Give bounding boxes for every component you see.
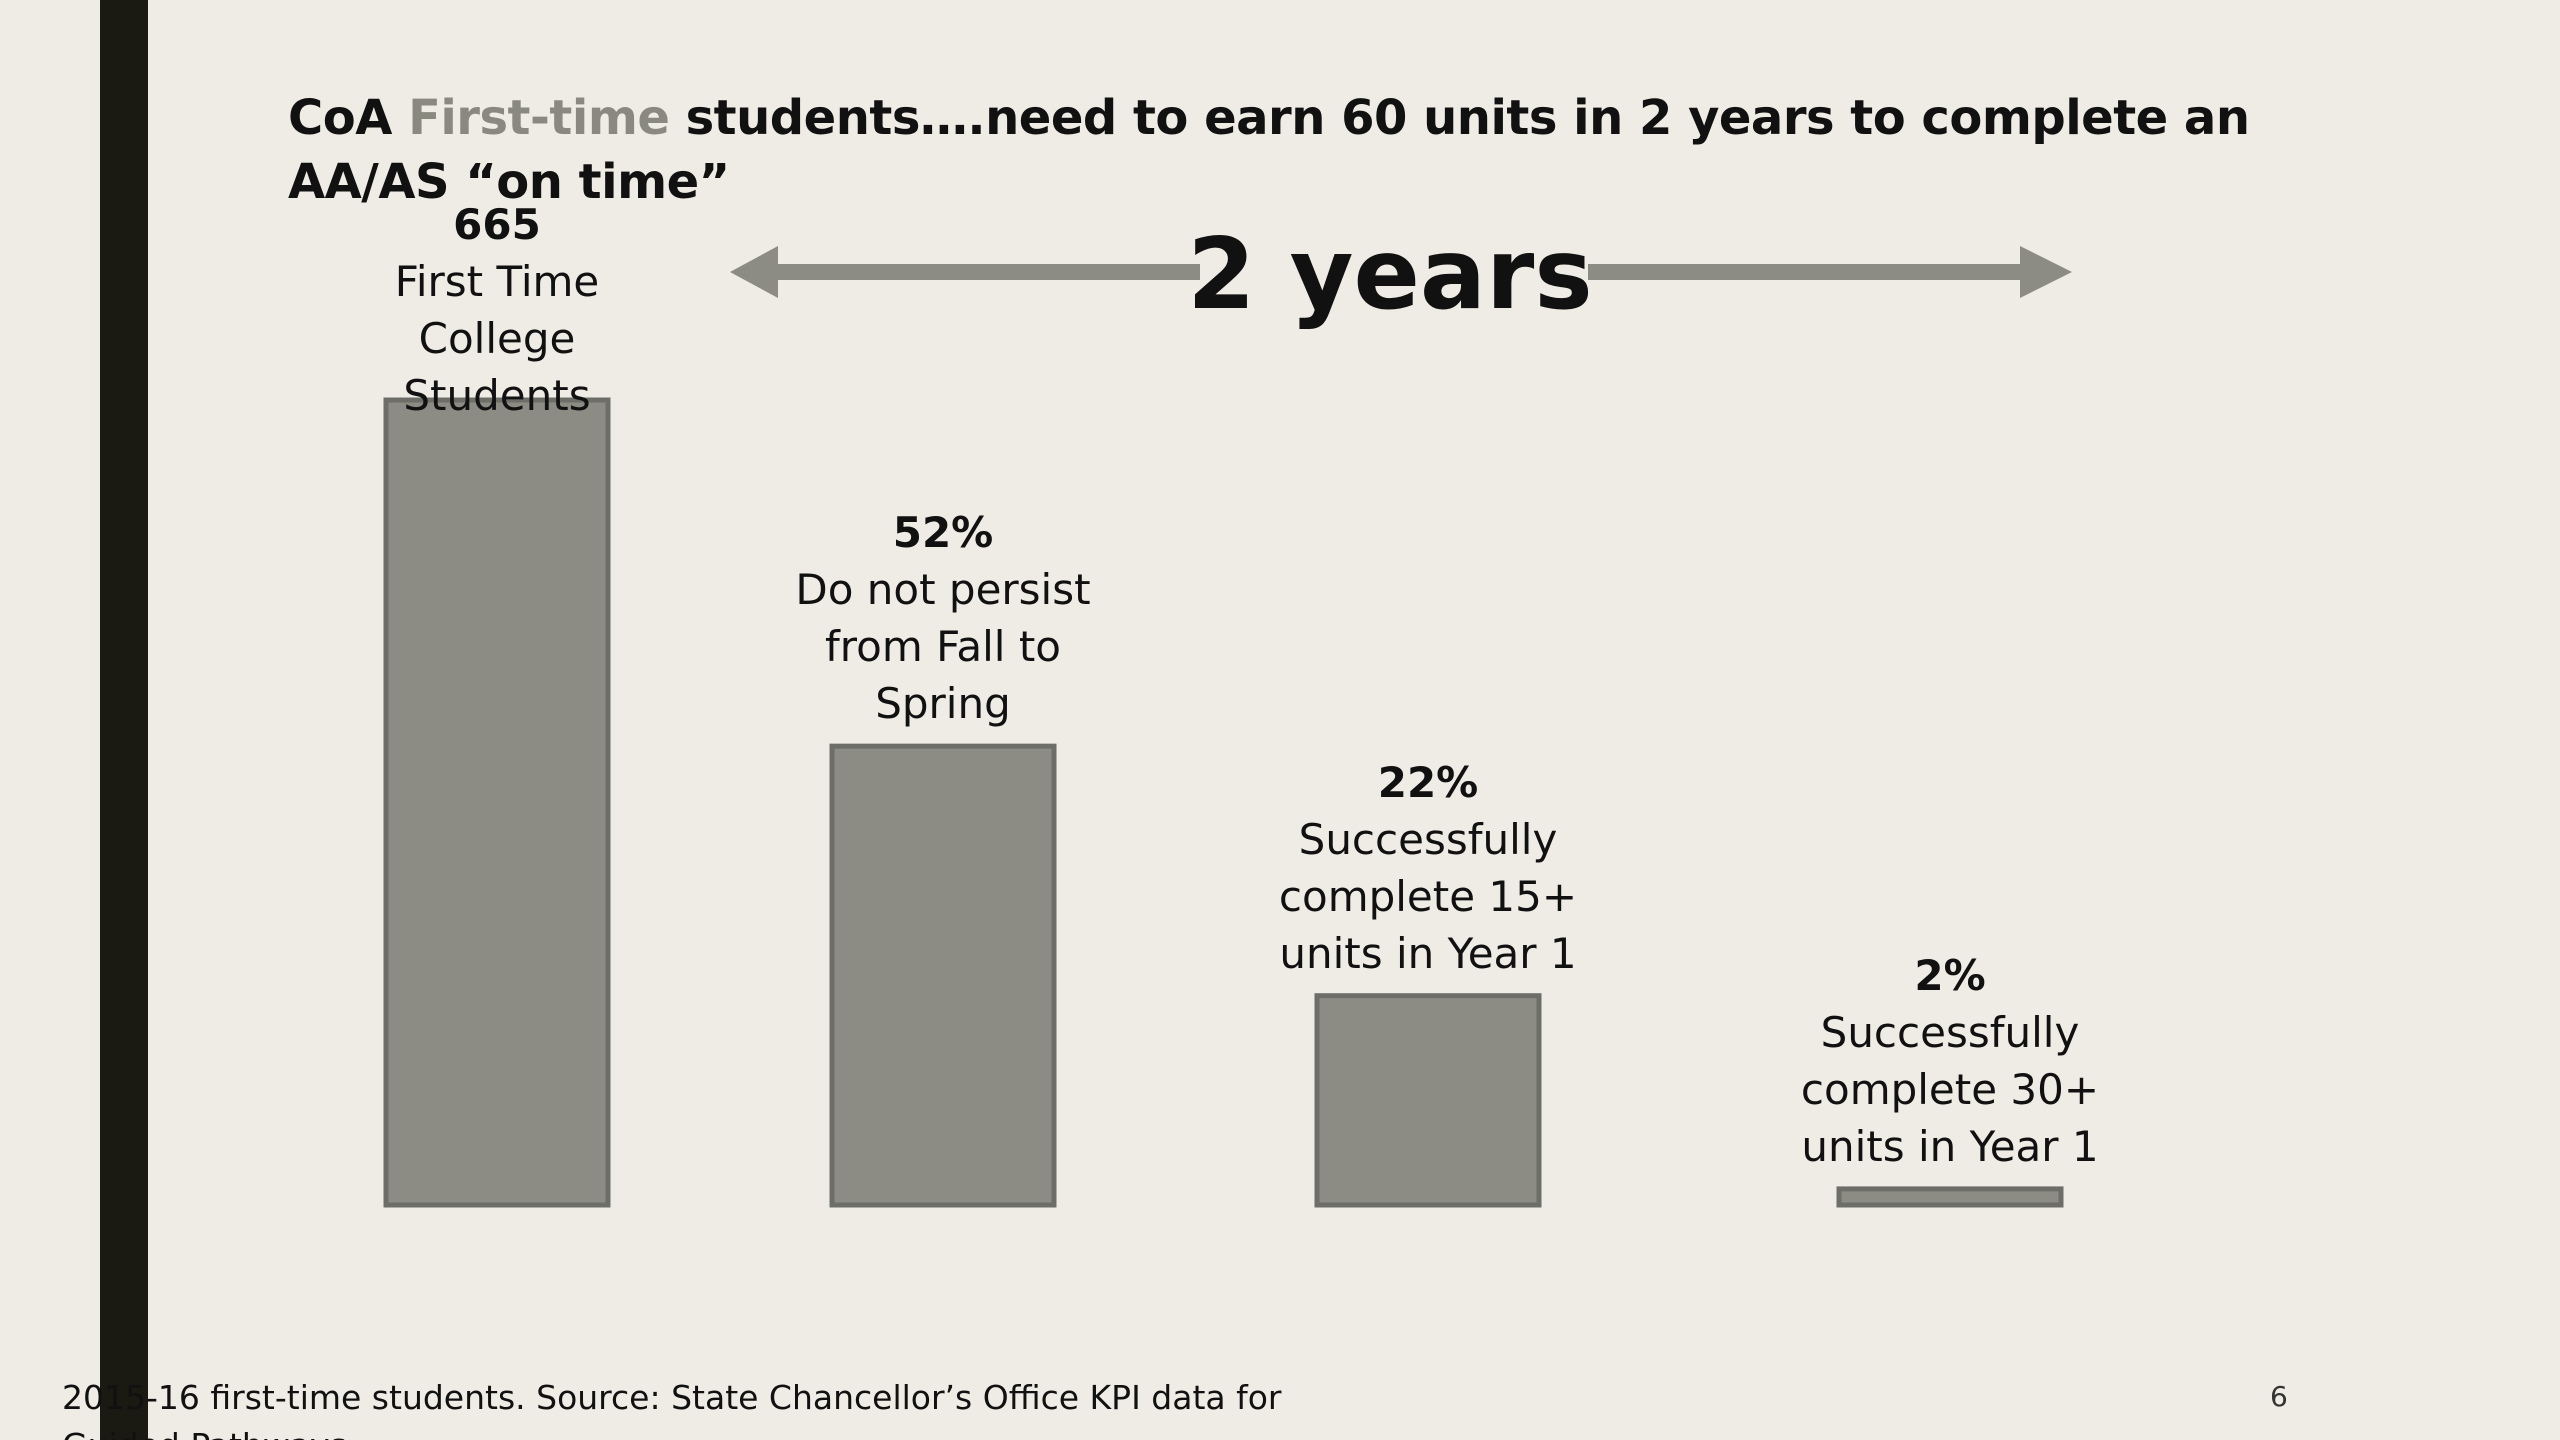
slide-title: CoA First-time students….need to earn 60… bbox=[288, 86, 2288, 214]
bar-1 bbox=[383, 397, 611, 1208]
title-prefix: CoA bbox=[288, 90, 409, 146]
bar-value-label: 665 bbox=[453, 200, 541, 249]
period-label: 2 years bbox=[1187, 218, 1593, 332]
bar-2 bbox=[829, 743, 1057, 1208]
bar-label-2: 52% Do not persist from Fall to Spring bbox=[793, 504, 1093, 732]
arrow-right-head bbox=[2020, 246, 2072, 298]
bar-category-label: Do not persist from Fall to Spring bbox=[795, 565, 1091, 729]
bar-label-1: 665 First Time College Students bbox=[372, 196, 622, 424]
bar-3 bbox=[1314, 993, 1542, 1208]
bar-label-4: 2% Successfully complete 30+ units in Yea… bbox=[1800, 947, 2100, 1175]
bar-value-label: 2% bbox=[1914, 950, 1986, 1000]
left-accent-bar bbox=[100, 0, 148, 1440]
two-years-arrow bbox=[730, 246, 2072, 298]
bar-value-label: 52% bbox=[892, 508, 994, 558]
bar-value-label: 22% bbox=[1377, 757, 1479, 807]
title-highlight: First-time bbox=[408, 90, 670, 146]
bar-category-label: First Time College Students bbox=[394, 257, 600, 420]
bar-label-3: 22% Successfully complete 15+ units in Ye… bbox=[1278, 754, 1578, 982]
bar-4 bbox=[1836, 1186, 2064, 1208]
bar-category-label: Successfully complete 30+ units in Year … bbox=[1800, 1007, 2100, 1171]
bar-category-label: Successfully complete 15+ units in Year … bbox=[1278, 814, 1578, 978]
title-suffix: students….need to earn 60 units in 2 yea… bbox=[288, 90, 2250, 210]
footnote: 2015-16 first-time students. Source: Sta… bbox=[62, 1378, 1282, 1440]
page-number: 6 bbox=[2270, 1380, 2288, 1413]
arrow-left-head bbox=[730, 246, 778, 298]
